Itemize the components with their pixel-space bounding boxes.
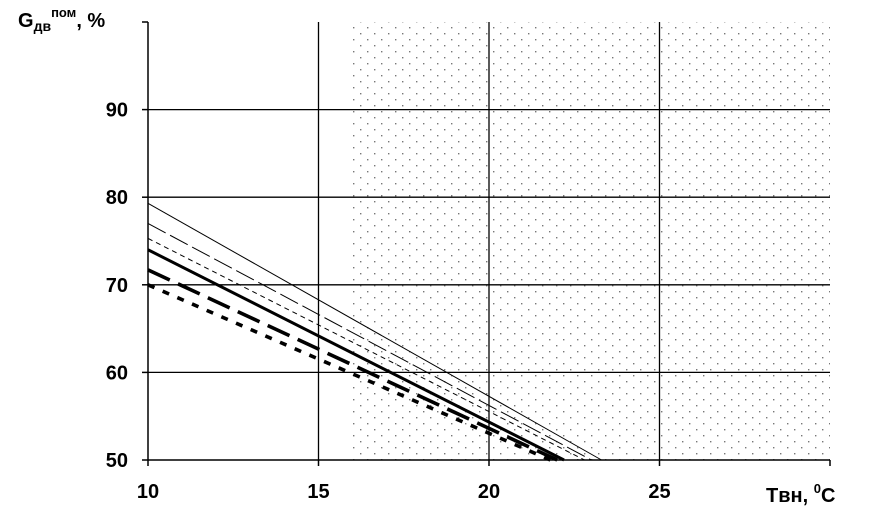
y-tick-label: 70 bbox=[106, 275, 128, 297]
series-line-5 bbox=[147, 268, 558, 462]
shaded-region bbox=[352, 22, 830, 460]
series-line-2 bbox=[147, 223, 592, 461]
y-tick-label: 90 bbox=[106, 100, 128, 122]
axes bbox=[142, 21, 831, 466]
y-tick-label: 60 bbox=[106, 362, 128, 384]
series-line-4 bbox=[147, 248, 565, 462]
y-tick-label: 50 bbox=[106, 450, 128, 472]
dotted-region bbox=[352, 22, 830, 460]
y-axis-title: Gдвпом, % bbox=[18, 5, 105, 34]
grid bbox=[148, 22, 830, 460]
x-tick-label: 10 bbox=[137, 481, 159, 503]
y-tick-label: 80 bbox=[106, 187, 128, 209]
series-line-3 bbox=[147, 237, 585, 461]
x-tick-label: 20 bbox=[478, 481, 500, 503]
x-axis-title: Tвн, 0C bbox=[766, 481, 835, 507]
tick-labels: 10 15 20 25 50 60 70 80 90 bbox=[106, 100, 671, 503]
x-tick-label: 15 bbox=[307, 481, 329, 503]
x-tick-label: 25 bbox=[648, 481, 670, 503]
series-lines bbox=[147, 202, 602, 462]
series-line-1 bbox=[147, 202, 602, 461]
